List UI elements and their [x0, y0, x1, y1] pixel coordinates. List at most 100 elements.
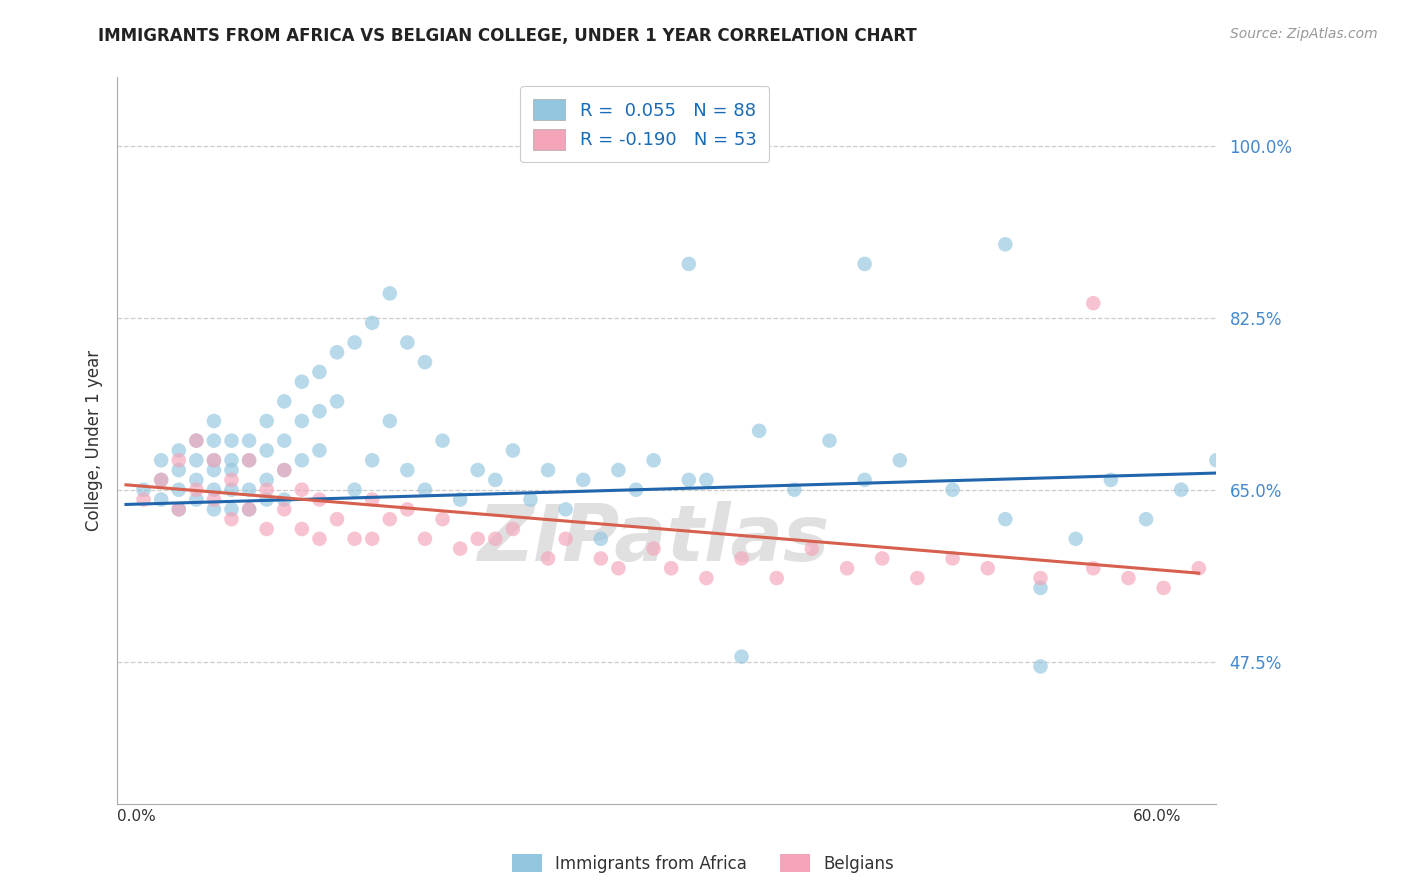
Point	[994, 512, 1017, 526]
Point	[783, 483, 806, 497]
Point	[449, 492, 471, 507]
Point	[308, 532, 330, 546]
Point	[467, 532, 489, 546]
Point	[484, 473, 506, 487]
Point	[326, 345, 349, 359]
Point	[396, 502, 419, 516]
Point	[221, 473, 243, 487]
Point	[308, 492, 330, 507]
Point	[308, 404, 330, 418]
Point	[238, 453, 260, 467]
Point	[202, 483, 225, 497]
Point	[221, 434, 243, 448]
Point	[659, 561, 682, 575]
Point	[186, 483, 208, 497]
Point	[502, 443, 524, 458]
Point	[432, 512, 454, 526]
Point	[221, 453, 243, 467]
Point	[202, 453, 225, 467]
Point	[624, 483, 647, 497]
Point	[537, 551, 560, 566]
Point	[326, 512, 349, 526]
Point	[1205, 453, 1227, 467]
Point	[167, 463, 190, 477]
Point	[1188, 561, 1211, 575]
Point	[432, 434, 454, 448]
Point	[378, 512, 401, 526]
Point	[202, 463, 225, 477]
Point	[994, 237, 1017, 252]
Point	[273, 463, 295, 477]
Point	[554, 502, 576, 516]
Point	[308, 443, 330, 458]
Point	[291, 522, 314, 536]
Point	[695, 571, 717, 585]
Point	[835, 561, 858, 575]
Point	[889, 453, 911, 467]
Point	[1118, 571, 1140, 585]
Point	[1064, 532, 1087, 546]
Point	[202, 414, 225, 428]
Point	[1099, 473, 1122, 487]
Point	[361, 453, 384, 467]
Point	[730, 551, 752, 566]
Point	[343, 532, 366, 546]
Point	[167, 453, 190, 467]
Point	[572, 473, 595, 487]
Point	[361, 316, 384, 330]
Point	[202, 492, 225, 507]
Y-axis label: College, Under 1 year: College, Under 1 year	[86, 350, 103, 532]
Point	[537, 463, 560, 477]
Point	[186, 434, 208, 448]
Text: Source: ZipAtlas.com: Source: ZipAtlas.com	[1230, 27, 1378, 41]
Point	[150, 492, 173, 507]
Point	[202, 502, 225, 516]
Point	[238, 434, 260, 448]
Point	[167, 443, 190, 458]
Point	[1083, 561, 1105, 575]
Point	[1170, 483, 1192, 497]
Point	[273, 502, 295, 516]
Point	[221, 512, 243, 526]
Point	[167, 502, 190, 516]
Text: 60.0%: 60.0%	[1133, 809, 1181, 823]
Point	[413, 483, 436, 497]
Point	[150, 473, 173, 487]
Point	[202, 453, 225, 467]
Point	[273, 463, 295, 477]
Point	[853, 473, 876, 487]
Point	[695, 473, 717, 487]
Point	[589, 532, 612, 546]
Point	[765, 571, 787, 585]
Text: 0.0%: 0.0%	[117, 809, 156, 823]
Point	[800, 541, 823, 556]
Point	[256, 522, 278, 536]
Point	[150, 473, 173, 487]
Point	[449, 541, 471, 556]
Point	[186, 453, 208, 467]
Point	[361, 532, 384, 546]
Point	[870, 551, 893, 566]
Point	[273, 434, 295, 448]
Point	[818, 434, 841, 448]
Point	[186, 473, 208, 487]
Text: IMMIGRANTS FROM AFRICA VS BELGIAN COLLEGE, UNDER 1 YEAR CORRELATION CHART: IMMIGRANTS FROM AFRICA VS BELGIAN COLLEG…	[98, 27, 917, 45]
Point	[589, 551, 612, 566]
Point	[554, 532, 576, 546]
Point	[256, 414, 278, 428]
Point	[853, 257, 876, 271]
Point	[273, 394, 295, 409]
Legend: R =  0.055   N = 88, R = -0.190   N = 53: R = 0.055 N = 88, R = -0.190 N = 53	[520, 87, 769, 162]
Point	[202, 434, 225, 448]
Point	[238, 453, 260, 467]
Point	[256, 483, 278, 497]
Point	[256, 473, 278, 487]
Point	[1029, 659, 1052, 673]
Point	[748, 424, 770, 438]
Point	[1029, 581, 1052, 595]
Point	[238, 483, 260, 497]
Point	[343, 483, 366, 497]
Text: ZIPatlas: ZIPatlas	[478, 500, 830, 577]
Point	[1275, 139, 1298, 153]
Point	[942, 551, 965, 566]
